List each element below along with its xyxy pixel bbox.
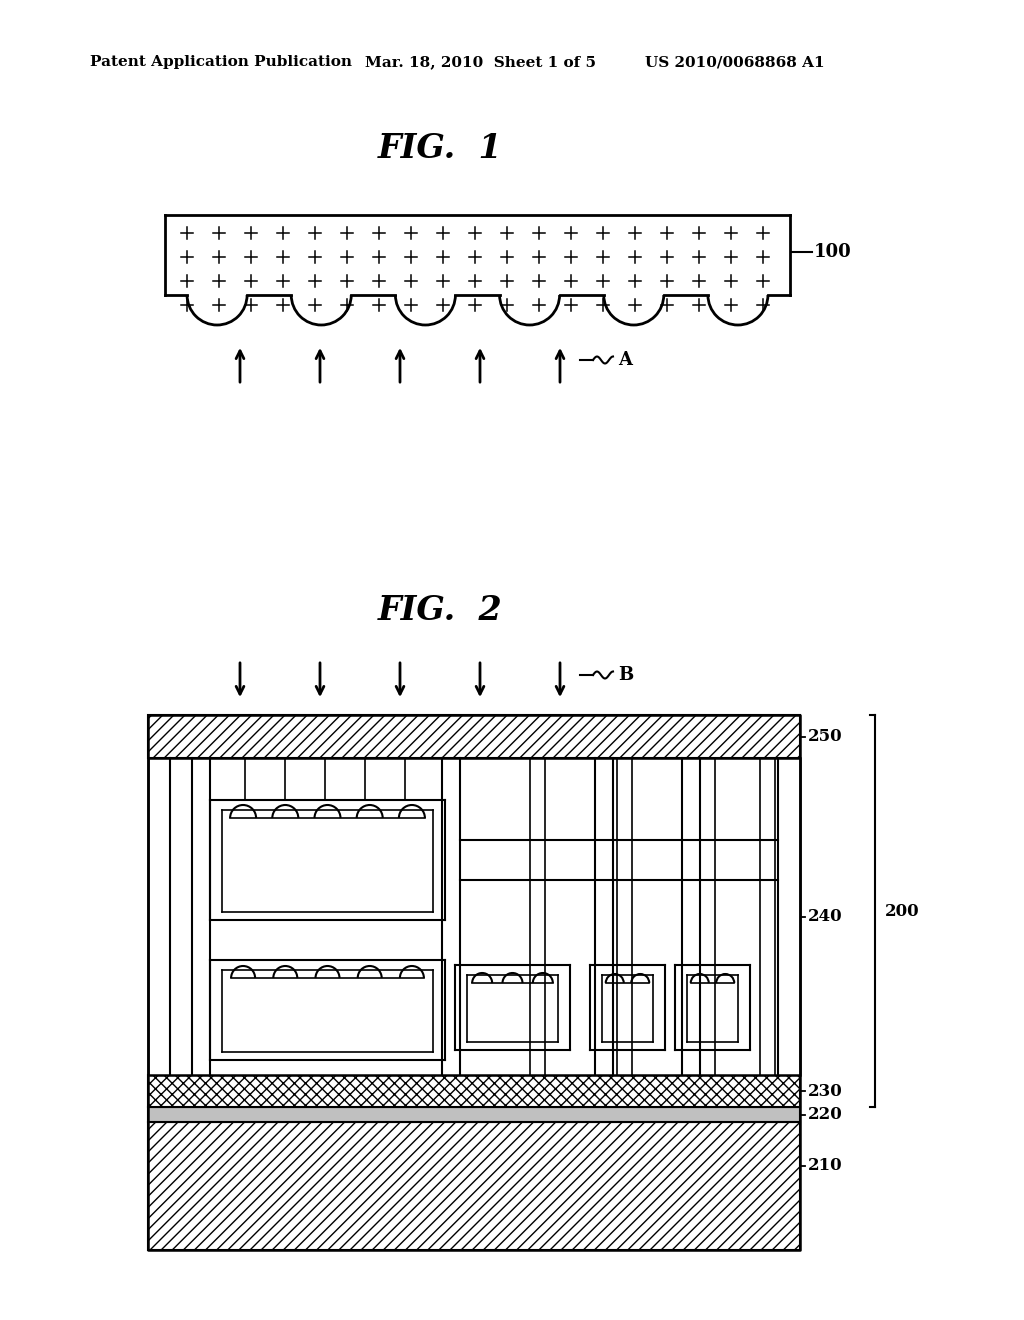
Text: Mar. 18, 2010  Sheet 1 of 5: Mar. 18, 2010 Sheet 1 of 5 [365, 55, 596, 69]
Text: Patent Application Publication: Patent Application Publication [90, 55, 352, 69]
Text: A: A [618, 351, 632, 370]
Bar [148, 1122, 800, 1250]
Text: FIG.  2: FIG. 2 [378, 594, 503, 627]
Text: FIG.  1: FIG. 1 [378, 132, 503, 165]
Text: 220: 220 [808, 1106, 843, 1123]
Text: 100: 100 [814, 243, 852, 261]
Text: US 2010/0068868 A1: US 2010/0068868 A1 [645, 55, 824, 69]
Text: B: B [618, 667, 633, 684]
Bar [148, 1107, 800, 1122]
Bar [148, 1074, 800, 1107]
Text: 240: 240 [808, 908, 843, 925]
Text: 230: 230 [808, 1082, 843, 1100]
Bar [148, 758, 800, 1074]
Text: 210: 210 [808, 1158, 843, 1175]
Bar [148, 715, 800, 758]
Text: 250: 250 [808, 729, 843, 744]
Bar [165, 215, 790, 325]
Text: 200: 200 [885, 903, 920, 920]
